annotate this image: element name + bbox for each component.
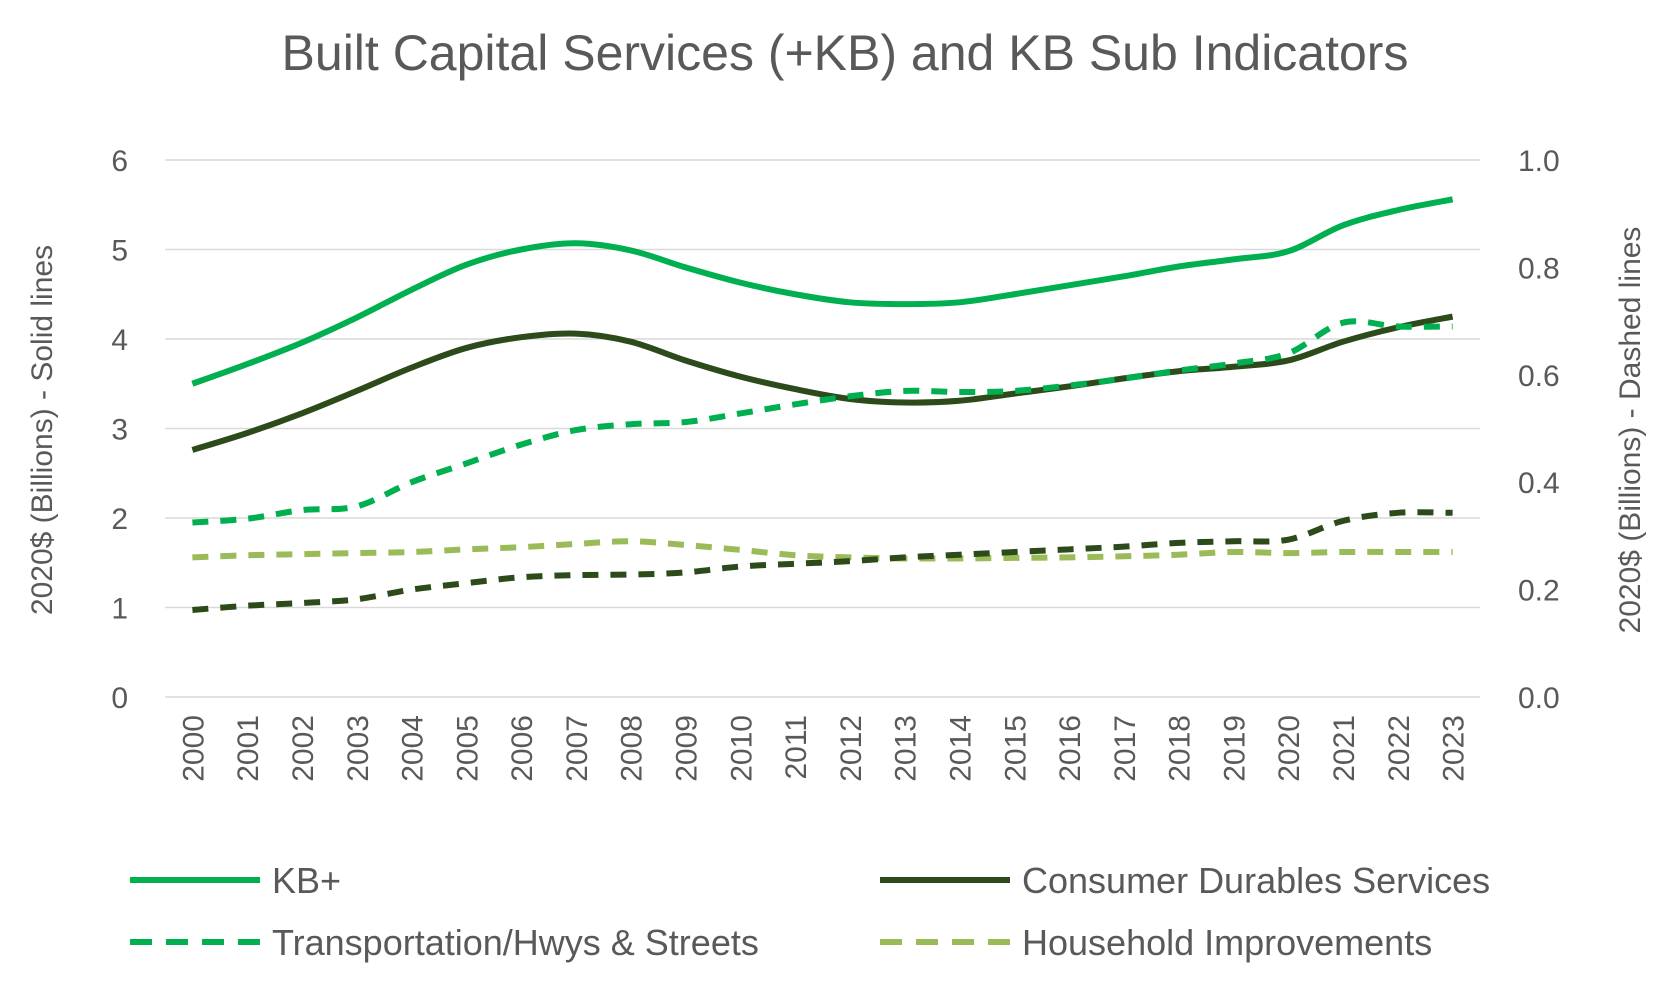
legend-label: Transportation/Hwys & Streets — [272, 922, 759, 963]
chart-title: Built Capital Services (+KB) and KB Sub … — [282, 25, 1409, 81]
x-tick-label: 2000 — [177, 715, 210, 782]
gridlines — [165, 159, 1480, 698]
x-tick-label: 2013 — [890, 715, 923, 782]
x-tick-label: 2004 — [397, 715, 430, 782]
x-tick-label: 2016 — [1054, 715, 1087, 782]
series-line-2 — [192, 318, 1453, 526]
legend-label: KB+ — [272, 860, 341, 901]
series-line-3 — [192, 538, 1453, 562]
left-axis-ticks: 0 1 2 3 4 5 6 — [111, 145, 128, 715]
right-axis-ticks: 0.0 0.2 0.4 0.6 0.8 1.0 — [1518, 145, 1560, 715]
legend-label: Household Improvements — [1022, 922, 1432, 963]
x-tick-label: 2002 — [287, 715, 320, 782]
x-tick-label: 2017 — [1109, 715, 1142, 782]
legend-label: Consumer Durables Services — [1022, 860, 1490, 901]
series-lines — [191, 196, 1454, 613]
x-tick-label: 2008 — [616, 715, 649, 782]
x-tick-label: 2011 — [780, 715, 813, 780]
right-tick-label: 0.2 — [1518, 575, 1560, 608]
left-tick-label: 3 — [111, 414, 128, 447]
right-tick-label: 1.0 — [1518, 145, 1560, 178]
series-line-1 — [191, 313, 1454, 453]
left-tick-label: 6 — [111, 145, 128, 178]
left-tick-label: 0 — [111, 682, 128, 715]
left-tick-label: 4 — [111, 324, 128, 357]
series-line-0 — [191, 196, 1454, 387]
x-tick-label: 2009 — [671, 715, 704, 782]
x-tick-label: 2022 — [1383, 715, 1416, 782]
left-axis-title: 2020$ (Billions) - Solid lines — [26, 245, 59, 615]
x-tick-label: 2018 — [1164, 715, 1197, 782]
x-tick-label: 2010 — [725, 715, 758, 782]
right-tick-label: 0.8 — [1518, 252, 1560, 285]
x-tick-label: 2005 — [451, 715, 484, 782]
x-tick-label: 2001 — [232, 715, 265, 782]
right-tick-label: 0.6 — [1518, 360, 1560, 393]
x-axis-ticks: 2000 2001 2002 2003 2004 2005 2006 2007 2008 2009… — [177, 715, 1470, 782]
series-line-4 — [192, 509, 1453, 613]
right-axis-title: 2020$ (Billions) - Dashed lines — [1614, 227, 1647, 634]
x-tick-label: 2007 — [561, 715, 594, 782]
left-tick-label: 5 — [111, 235, 128, 268]
x-tick-label: 2006 — [506, 715, 539, 782]
x-tick-label: 2019 — [1218, 715, 1251, 782]
left-tick-label: 1 — [111, 593, 128, 626]
x-tick-label: 2020 — [1273, 715, 1306, 782]
legend: KB+ Consumer Durables Services Transportat… — [130, 860, 1490, 963]
x-tick-label: 2012 — [835, 715, 868, 782]
x-tick-label: 2015 — [999, 715, 1032, 782]
x-tick-label: 2023 — [1438, 715, 1471, 782]
left-tick-label: 2 — [111, 503, 128, 536]
x-tick-label: 2014 — [944, 715, 977, 782]
x-tick-label: 2003 — [342, 715, 375, 782]
x-tick-label: 2021 — [1328, 715, 1361, 782]
right-tick-label: 0.4 — [1518, 467, 1560, 500]
right-tick-label: 0.0 — [1518, 682, 1560, 715]
